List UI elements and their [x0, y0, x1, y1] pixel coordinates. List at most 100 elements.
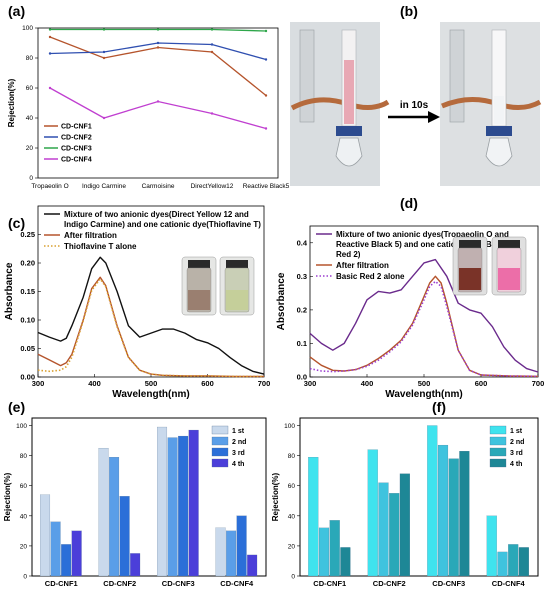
bar-f [427, 425, 438, 577]
legend-label-f: 3 rd [510, 450, 523, 457]
ytick-label-e: 80 [20, 453, 28, 460]
data-point-a [102, 56, 106, 60]
legend-swatch-f [489, 425, 507, 435]
bar-f [329, 520, 340, 577]
bar-f [448, 458, 459, 577]
data-point-a [48, 35, 52, 39]
clear-filtrate-column [494, 96, 504, 124]
legend-label-a: CD-CNF3 [61, 146, 92, 153]
data-point-a [264, 127, 268, 130]
data-point-a [210, 28, 214, 31]
xlabel-c: Wavelength(nm) [112, 389, 189, 400]
xtick-label-a: Reactive Black5 [243, 183, 290, 190]
ytick-label-e: 60 [20, 483, 28, 490]
ytick-label-c: 0.20 [20, 259, 35, 268]
panel-label-d: (d) [400, 195, 418, 211]
ytick-label-d: 0.1 [297, 339, 307, 348]
series-line-CD-CNF4 [49, 87, 267, 130]
vial-inset-d [452, 236, 527, 296]
legend-label-c: Mixture of two anionic dyes(Direct Yello… [64, 210, 261, 229]
ytick-label-c: 0.15 [20, 287, 35, 296]
ytick-label-f: 20 [288, 543, 296, 550]
chart-c-absorbance: 300 400 500 600 700 0.00 0.05 0.10 0.15 0.20 0.25 W… [4, 205, 271, 400]
data-point-a [102, 116, 106, 120]
ylabel-e: Rejection(%) [3, 472, 12, 521]
legend-label-e: 1 st [232, 428, 245, 435]
bar-f [518, 547, 529, 577]
series-line-CD-CNF2 [49, 42, 267, 61]
ytick-label-d: 0.3 [297, 272, 307, 281]
xtick-label-e: CD-CNF4 [220, 579, 254, 588]
ytick-label-e: 20 [20, 543, 28, 550]
plot-frame-e [31, 417, 267, 577]
bar-f [486, 515, 497, 577]
time-arrow-head [428, 111, 440, 123]
legend-label-c: After filtration [64, 231, 117, 240]
xtick-label-e: CD-CNF1 [45, 579, 78, 588]
pink-dye-column [344, 60, 354, 124]
bar-e [109, 457, 120, 577]
xtick-label-a: Indigo Carmine [82, 183, 126, 190]
ytick-label-e: 40 [20, 513, 28, 520]
ytick-label-a: 40 [26, 115, 34, 122]
data-point-a [264, 29, 268, 33]
series-line-CD-CNF1 [49, 36, 267, 97]
bar-f [318, 527, 330, 577]
legend-label-e: 4 th [232, 461, 244, 468]
legend-label-a: CD-CNF1 [61, 124, 92, 131]
data-point-a [48, 28, 52, 31]
bar-f [459, 451, 470, 577]
plot-frame-a [37, 27, 279, 179]
ytick-label-e: 0 [23, 574, 27, 581]
legend-swatch-e [211, 447, 229, 457]
legend-label-f: 2 nd [510, 439, 524, 446]
legend-label-e: 2 nd [232, 439, 246, 446]
ylabel-f: Rejection(%) [271, 472, 280, 521]
data-point-a [102, 50, 106, 54]
bar-e [130, 553, 141, 577]
bar-e [61, 544, 72, 577]
spectrum-line-c [37, 278, 264, 378]
bar-e [119, 496, 130, 577]
xtick-label-a: Tropaeolin O [31, 183, 68, 190]
ylabel-c: Absorbance [4, 262, 15, 320]
data-point-a [156, 46, 160, 49]
xtick-label-d: 300 [304, 379, 317, 388]
chart-e-rejection-bars: 0 20 40 60 80 100 Rejection(%) CD-CNF1 CD-CNF2 CD… [3, 417, 267, 588]
plot-frame-f [299, 417, 539, 577]
panel-label-a: (a) [8, 3, 25, 19]
xtick-label-c: 500 [145, 379, 158, 388]
ytick-label-f: 60 [288, 483, 296, 490]
ylabel-a: Rejection(%) [7, 78, 16, 127]
legend-label-d: Basic Red 2 alone [336, 272, 405, 281]
data-point-a [48, 52, 52, 55]
legend-label-a: CD-CNF4 [61, 157, 92, 164]
ytick-label-f: 40 [288, 513, 296, 520]
xtick-label-e: CD-CNF3 [162, 579, 195, 588]
spectrum-line-c [37, 256, 265, 375]
xtick-label-a: Carmoisine [142, 183, 175, 190]
chart-f-rejection-bars: 0 20 40 60 80 100 Rejection(%) CD-CNF1 CD-CNF2 CD… [271, 417, 539, 588]
bar-f [308, 457, 319, 577]
chart-a-rejection-line: 0 20 40 60 80 100 Tropaeolin O Indigo Carmine Ca… [7, 25, 290, 190]
ytick-label-a: 100 [22, 25, 33, 32]
xlabel-d: Wavelength(nm) [385, 389, 462, 400]
ytick-label-d: 0.2 [297, 305, 307, 314]
xtick-label-d: 600 [475, 379, 488, 388]
data-point-a [210, 112, 214, 115]
data-point-a [156, 28, 160, 31]
ytick-label-f: 80 [288, 453, 296, 460]
bar-e [98, 447, 109, 577]
ytick-label-a: 60 [26, 85, 34, 92]
xtick-label-c: 700 [258, 379, 271, 388]
bar-f [340, 547, 351, 577]
bar-e [247, 554, 258, 577]
legend-label-a: CD-CNF2 [61, 135, 92, 142]
bar-f [399, 473, 410, 577]
photo-filtration-setup: in 10s [290, 22, 542, 186]
spectrum-line-c [37, 276, 264, 378]
ytick-label-a: 20 [26, 145, 34, 152]
xtick-label-a: DirectYellow12 [191, 183, 234, 190]
bar-f [497, 551, 508, 577]
time-arrow-label: in 10s [400, 100, 429, 111]
